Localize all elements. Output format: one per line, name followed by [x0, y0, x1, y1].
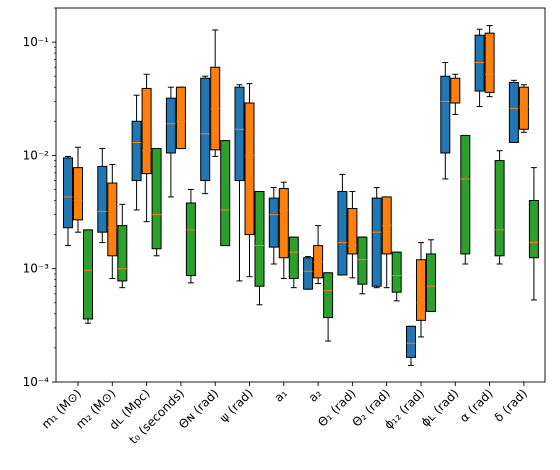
- box: [357, 236, 368, 285]
- box: [518, 86, 529, 130]
- y-tick-label: 10⁻³: [23, 262, 50, 276]
- box-group: [131, 94, 142, 211]
- box-group: [518, 84, 529, 133]
- box: [371, 197, 382, 287]
- box-group: [83, 229, 93, 324]
- x-tick-label: a₂: [306, 386, 325, 405]
- box: [244, 102, 255, 236]
- box: [528, 199, 539, 259]
- box: [97, 165, 108, 233]
- box-group: [165, 86, 176, 198]
- box: [107, 182, 118, 257]
- box-group: [303, 256, 314, 290]
- box: [278, 188, 289, 259]
- box: [416, 259, 426, 321]
- box-group: [416, 242, 426, 338]
- y-tick-label: 10⁻¹: [23, 35, 50, 49]
- box-group: [381, 196, 392, 289]
- box-group: [268, 187, 279, 265]
- box-group: [391, 251, 402, 302]
- box: [83, 229, 93, 320]
- box: [406, 325, 416, 358]
- box-group: [244, 83, 255, 278]
- box: [141, 87, 152, 175]
- box-group: [107, 164, 118, 279]
- box: [508, 82, 519, 143]
- y-axis: 10⁻¹ 10⁻² 10⁻³ 10⁻⁴: [23, 7, 56, 389]
- box: [474, 34, 485, 92]
- box-group: [220, 140, 231, 247]
- box: [165, 97, 176, 154]
- box-group: [254, 191, 265, 306]
- y-tick-label: 10⁻⁴: [23, 375, 50, 389]
- box: [460, 134, 471, 255]
- box-group: [141, 73, 152, 223]
- box-group: [484, 25, 495, 98]
- box-group: [117, 203, 128, 289]
- x-tick-label: α (rad): [457, 386, 496, 425]
- box: [337, 191, 348, 276]
- x-tick-label: ϕʟ (rad): [418, 386, 461, 429]
- box-group: [151, 148, 162, 257]
- x-tick-label: ψ (rad): [217, 386, 256, 425]
- box: [484, 32, 495, 93]
- box: [347, 207, 358, 255]
- box: [220, 140, 231, 247]
- box: [303, 257, 314, 290]
- y-tick-label: 10⁻²: [23, 148, 50, 162]
- box: [200, 77, 211, 182]
- boxes-layer: [63, 25, 539, 366]
- box-group: [371, 187, 382, 289]
- box-group: [175, 86, 186, 150]
- box-group: [450, 73, 461, 115]
- box-group: [234, 84, 245, 282]
- box: [391, 251, 402, 293]
- box-group: [323, 272, 334, 342]
- x-tick-label: a₁: [271, 386, 290, 405]
- box: [151, 148, 162, 250]
- box: [73, 167, 83, 221]
- x-axis: m₁ (M⊙)m₂ (M⊙)dʟ (Mpc)t₀ (seconds)Θɴ (ra…: [39, 382, 530, 447]
- box: [234, 86, 245, 182]
- box: [440, 75, 451, 154]
- box-group: [337, 173, 348, 276]
- box-group: [528, 167, 539, 301]
- box-group: [474, 28, 485, 108]
- box-group: [357, 236, 368, 295]
- box: [131, 120, 142, 182]
- box-group: [278, 181, 289, 279]
- x-tick-label: δ (rad): [492, 386, 530, 424]
- box: [117, 225, 128, 282]
- axes-frame: [55, 7, 546, 383]
- box-group: [508, 79, 519, 143]
- box: [268, 197, 279, 248]
- box-group: [460, 134, 471, 265]
- box: [175, 86, 186, 150]
- box: [185, 202, 196, 277]
- box-group: [210, 29, 221, 157]
- box-group: [426, 239, 436, 312]
- box-group: [494, 150, 505, 265]
- box-group: [440, 62, 451, 180]
- box-group: [288, 236, 299, 289]
- box: [450, 77, 461, 104]
- box: [323, 272, 334, 319]
- box-group: [347, 191, 358, 279]
- box: [494, 160, 505, 257]
- box-group: [200, 75, 211, 195]
- box-group: [63, 155, 73, 247]
- box: [288, 236, 299, 279]
- box-group: [73, 146, 83, 233]
- box: [426, 253, 436, 312]
- box-group: [313, 225, 324, 285]
- box: [63, 157, 73, 229]
- box: [254, 191, 265, 287]
- box-group: [97, 148, 108, 244]
- box-group: [185, 189, 196, 284]
- box-group: [406, 325, 416, 366]
